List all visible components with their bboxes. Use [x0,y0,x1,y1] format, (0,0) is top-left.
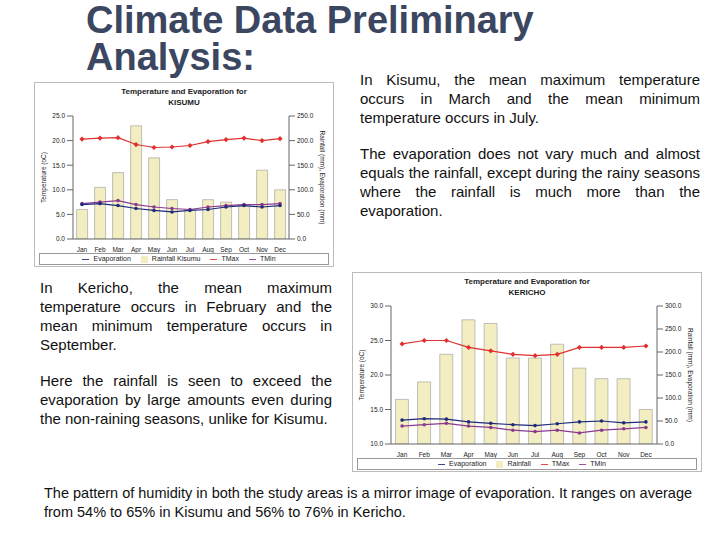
svg-text:Jul: Jul [186,246,195,253]
html-text:The pattern of humidity in bot: The pattern of humidity in both the stud… [44,485,692,520]
html-text:Evaporation: Evaporation [449,460,487,467]
svg-text:Oct: Oct [597,451,607,458]
svg-text:200.0: 200.0 [297,137,314,144]
svg-text:25.0: 25.0 [370,337,383,344]
svg-text:Apr: Apr [131,246,142,254]
svg-text:15.0: 15.0 [370,406,383,413]
svg-text:Aug: Aug [202,246,214,254]
html-text:The evaporation does not vary: The evaporation does not vary much and a… [360,145,700,219]
svg-text:25.0: 25.0 [52,112,65,119]
html-text:Temperature and Evaporation fo: Temperature and Evaporation for KERICHO [464,277,590,297]
svg-text:Nov: Nov [256,246,268,253]
html-text:Rainfall: Rainfall [507,460,531,467]
svg-text:Dec: Dec [274,246,286,253]
svg-text:Rainfall (mm), Evaporation (mm: Rainfall (mm), Evaporation (mm) [686,328,694,422]
svg-text:100.0: 100.0 [665,394,682,401]
svg-text:5.0: 5.0 [56,211,65,218]
html-text:In Kericho, the mean maximum t: In Kericho, the mean maximum temperature… [40,279,332,353]
svg-text:May: May [485,451,498,459]
svg-text:Rainfall (mm), Evaporation (mm: Rainfall (mm), Evaporation (mm) [318,131,326,225]
svg-text:Apr: Apr [464,451,475,459]
svg-text:May: May [148,246,161,254]
svg-text:Oct: Oct [239,246,249,253]
svg-text:150.0: 150.0 [665,371,682,378]
svg-text:100.0: 100.0 [297,186,314,193]
svg-text:20.0: 20.0 [52,137,65,144]
svg-text:Jun: Jun [167,246,178,253]
svg-text:Jul: Jul [531,451,540,458]
svg-text:50.0: 50.0 [297,211,310,218]
svg-text:150.0: 150.0 [297,162,314,169]
svg-text:Sep: Sep [220,246,232,254]
svg-text:Temperature (oC): Temperature (oC) [358,350,366,401]
svg-text:Feb: Feb [419,451,431,458]
svg-text:Jan: Jan [397,451,408,458]
html-text:Here the rainfall is seen to e: Here the rainfall is seen to exceed the … [40,372,332,427]
svg-text:Sep: Sep [574,451,586,459]
html-text:In Kisumu, the mean maximum te: In Kisumu, the mean maximum temperature … [360,71,700,126]
svg-text:10.0: 10.0 [52,186,65,193]
svg-text:30.0: 30.0 [370,302,383,309]
html-text:Evaporation: Evaporation [93,255,131,262]
svg-text:300.0: 300.0 [665,302,682,309]
svg-text:Dec: Dec [640,451,652,458]
html-text:TMin: TMin [260,255,276,262]
svg-text:Nov: Nov [618,451,630,458]
svg-text:Mar: Mar [112,246,124,253]
svg-text:Jun: Jun [508,451,519,458]
svg-text:Jan: Jan [77,246,88,253]
svg-text:200.0: 200.0 [665,348,682,355]
svg-text:10.0: 10.0 [370,440,383,447]
svg-text:Feb: Feb [94,246,106,253]
svg-text:250.0: 250.0 [297,112,314,119]
svg-text:Mar: Mar [441,451,453,458]
html-text:Climate Data Preliminary Analy: Climate Data Preliminary Analysis: [86,0,534,78]
html-text:TMin: TMin [590,460,606,467]
html-text:TMax: TMax [551,460,570,467]
svg-text:50.0: 50.0 [665,417,678,424]
svg-text:0.0: 0.0 [56,235,65,242]
html-text:Rainfall Kisumu: Rainfall Kisumu [151,255,201,262]
svg-text:0.0: 0.0 [297,235,306,242]
svg-text:15.0: 15.0 [52,162,65,169]
svg-text:Temperature (oC): Temperature (oC) [40,152,48,203]
svg-text:250.0: 250.0 [665,325,682,332]
html-text:Temperature and Evaporation fo: Temperature and Evaporation for KISUMU [121,87,247,107]
svg-text:Aug: Aug [551,451,563,459]
svg-text:0.0: 0.0 [665,440,674,447]
html-text:TMax: TMax [221,255,239,262]
svg-text:20.0: 20.0 [370,371,383,378]
